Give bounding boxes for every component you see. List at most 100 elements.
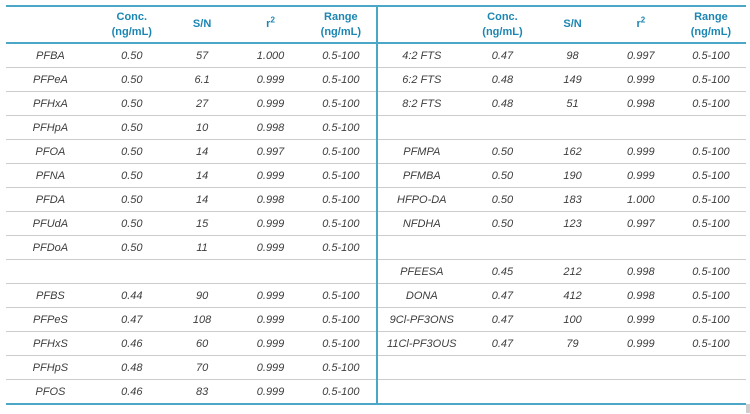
compound-name-cell [377,115,466,140]
r2-cell [606,380,676,404]
compound-name-cell: PFNA [6,163,95,188]
compound-name-cell: PFDA [6,187,95,212]
range-cell: 0.5-100 [675,91,746,116]
r2-cell [605,235,676,260]
sn-cell [539,115,606,140]
r2-cell: 0.999 [605,307,676,332]
range-cell: 0.5-100 [305,67,376,92]
sn-cell [539,380,605,404]
table-row: PFUdA 0.50 15 0.999 0.5-100 [6,211,376,236]
sn-cell: 83 [195,385,209,398]
compound-name-cell: PFHpS [6,355,95,380]
column-header-label: Range [694,11,728,24]
scrollbar-thumb-fragment[interactable] [746,404,750,413]
column-header-r2: r2 [235,7,306,44]
conc-cell: 0.50 [94,235,169,260]
pfas-calibration-table-left: Conc. (ng/mL) S/N r2 Range (ng/mL) PFBA 0.50 57 1… [6,7,376,403]
conc-cell: 0.46 [121,385,143,398]
r2-cell: 1.000 [235,43,306,68]
column-header-conc: Conc. (ng/mL) [94,7,169,44]
table-row: HFPO-DA 0.50 183 1.000 0.5-100 [377,187,746,212]
range-cell: 0.5-100 [305,283,376,308]
table-row: PFNA 0.50 14 0.999 0.5-100 [6,163,376,188]
sn-cell: 15 [168,211,236,236]
sn-cell: 100 [539,307,606,332]
sn-cell [168,259,236,284]
table-row: PFMBA 0.50 190 0.999 0.5-100 [377,163,746,188]
range-cell: 0.5-100 [305,139,376,164]
column-header-r2: r2 [605,7,676,44]
sn-cell: 108 [168,307,236,332]
table-row: 9Cl-PF3ONS 0.47 100 0.999 0.5-100 [377,307,746,332]
range-cell [675,355,746,380]
sn-cell: 51 [539,91,606,116]
conc-cell: 0.45 [465,259,540,284]
compound-name-cell: PFBA [6,43,95,68]
table-row: PFBA 0.50 57 1.000 0.5-100 [6,43,376,68]
calibration-tables: Conc. (ng/mL) S/N r2 Range (ng/mL) PFBA 0.50 57 1… [6,5,746,405]
compound-name-cell: PFHpA [6,115,95,140]
r2-cell: 0.999 [235,91,306,116]
compound-name-cell: 11Cl-PF3OUS [377,331,466,356]
range-cell: 0.5-100 [675,43,746,68]
r2-cell [605,115,676,140]
r2-cell: 0.999 [235,331,306,356]
compound-name-cell: 8:2 FTS [377,91,466,116]
compound-name-cell: PFOS [35,385,66,398]
column-header-superscript: 2 [640,15,646,25]
sn-cell: 27 [168,91,236,116]
sn-cell: 190 [539,163,606,188]
conc-cell: 0.50 [94,67,169,92]
conc-cell: 0.50 [94,115,169,140]
compound-name-cell: PFHxS [6,331,95,356]
range-cell: 0.5-100 [675,283,746,308]
r2-cell: 0.999 [235,307,306,332]
r2-cell: 0.997 [605,211,676,236]
range-cell: 0.5-100 [305,211,376,236]
range-cell: 0.5-100 [305,91,376,116]
sn-cell: 11 [168,235,236,260]
r2-cell: 0.999 [235,355,306,380]
table-row: PFPeA 0.50 6.1 0.999 0.5-100 [6,67,376,92]
sn-cell: 10 [168,115,236,140]
conc-cell: 0.47 [465,283,540,308]
table-row: PFEESA 0.45 212 0.998 0.5-100 [377,259,746,284]
r2-cell: 0.998 [605,283,676,308]
r2-cell: 0.998 [235,187,306,212]
table-row: NFDHA 0.50 123 0.997 0.5-100 [377,211,746,236]
conc-cell: 0.50 [94,163,169,188]
r2-cell: 0.999 [605,139,676,164]
spacer-row [377,235,746,260]
spacer-row [6,259,376,284]
sn-cell: 183 [539,187,606,212]
table-row: 4:2 FTS 0.47 98 0.997 0.5-100 [377,43,746,68]
r2-cell: 1.000 [605,187,676,212]
r2-cell: 0.997 [235,139,306,164]
compound-name-cell: PFEESA [377,259,466,284]
conc-cell: 0.47 [465,307,540,332]
column-header-units: (ng/mL) [111,25,152,38]
compound-name-cell [6,259,95,284]
range-cell [305,259,376,284]
conc-cell: 0.48 [94,355,169,380]
range-cell: 0.5-100 [675,307,746,332]
column-header-label: r [636,18,641,31]
column-header-compound [377,7,466,44]
compound-name-cell [377,380,466,404]
sn-cell: 60 [168,331,236,356]
r2-cell: 0.999 [235,163,306,188]
table-row: PFHpS 0.48 70 0.999 0.5-100 [6,355,376,380]
r2-cell: 0.998 [235,115,306,140]
range-cell: 0.5-100 [675,259,746,284]
r2-cell: 0.999 [235,235,306,260]
column-header-label: Range [324,11,358,24]
sn-cell: 70 [168,355,236,380]
compound-name-cell: NFDHA [377,211,466,236]
column-header-units: (ng/mL) [482,25,523,38]
sn-cell: 14 [168,139,236,164]
column-header-label: r [266,18,271,31]
table-row: 11Cl-PF3OUS 0.47 79 0.999 0.5-100 [377,331,746,356]
conc-cell [466,380,540,404]
sn-cell: 57 [168,43,236,68]
